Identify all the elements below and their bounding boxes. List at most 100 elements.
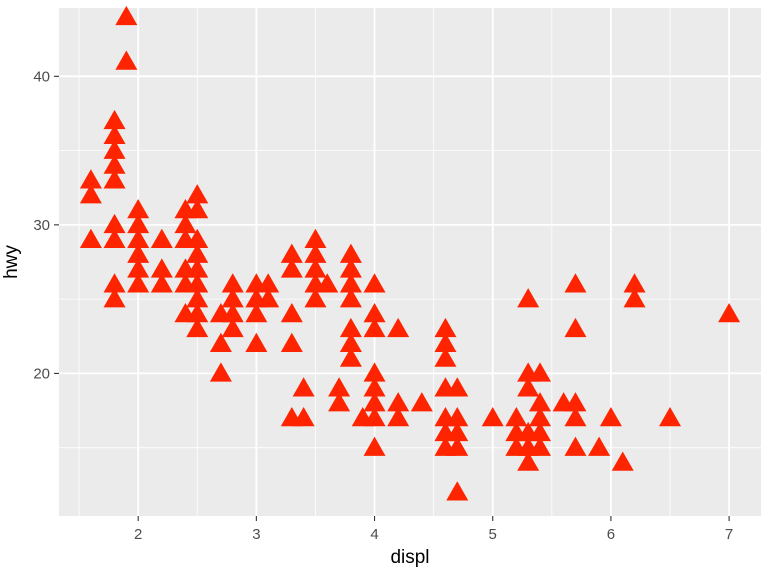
data-point-triangle xyxy=(328,377,351,397)
data-point-triangle xyxy=(304,258,327,278)
data-point-triangle xyxy=(186,228,209,248)
data-point-triangle xyxy=(446,436,469,456)
data-point-triangle xyxy=(304,228,327,248)
data-point-triangle xyxy=(280,302,303,323)
data-point-triangle xyxy=(221,273,244,293)
data-point-triangle xyxy=(150,273,173,293)
data-point-triangle xyxy=(529,406,551,427)
axes: 2 3 4 5 6 7 20 30 40 xyxy=(33,68,733,543)
data-point-triangle xyxy=(186,317,209,338)
data-point-triangle xyxy=(103,213,126,234)
data-point-triangle xyxy=(127,243,150,263)
data-point-triangle xyxy=(517,288,540,308)
data-point-triangle xyxy=(186,273,209,293)
data-point-triangle xyxy=(517,451,540,471)
data-point-triangle xyxy=(209,362,232,382)
data-point-triangle xyxy=(174,213,197,234)
data-point-triangle xyxy=(292,406,315,427)
data-point-triangle xyxy=(446,421,469,442)
data-point-triangle xyxy=(446,406,469,427)
data-point-triangle xyxy=(245,302,268,323)
x-tick-label: 2 xyxy=(134,526,142,543)
data-point-triangle xyxy=(221,302,244,323)
data-point-triangle xyxy=(339,347,362,367)
data-point-triangle xyxy=(410,392,433,412)
data-point-triangle xyxy=(127,213,150,234)
data-point-triangle xyxy=(623,273,646,293)
data-point-triangle xyxy=(103,169,126,189)
data-point-triangle xyxy=(718,302,741,323)
x-tick-label: 4 xyxy=(370,526,378,543)
data-point-triangle xyxy=(517,377,540,397)
data-point-triangle xyxy=(363,362,386,382)
x-axis-title: displ xyxy=(390,547,429,568)
data-point-triangle xyxy=(127,228,150,248)
data-point-triangle xyxy=(186,243,209,263)
data-point-triangle xyxy=(434,332,457,352)
data-point-triangle xyxy=(611,451,634,471)
data-point-triangle xyxy=(434,317,457,338)
data-point-triangle xyxy=(186,184,209,204)
data-point-triangle xyxy=(599,406,622,427)
data-point-triangle xyxy=(387,317,410,338)
data-point-triangle xyxy=(339,332,362,352)
data-point-triangle xyxy=(339,288,362,308)
data-point-triangle xyxy=(505,406,528,427)
y-axis-title: hwy xyxy=(1,245,22,279)
data-points xyxy=(79,5,741,501)
data-point-triangle xyxy=(363,406,386,427)
data-point-triangle xyxy=(103,228,126,248)
data-point-triangle xyxy=(623,288,646,308)
data-point-triangle xyxy=(529,436,551,456)
data-point-triangle xyxy=(115,5,138,26)
data-point-triangle xyxy=(221,317,244,338)
data-point-triangle xyxy=(564,317,587,338)
data-point-triangle xyxy=(103,288,126,308)
data-point-triangle xyxy=(363,436,386,456)
y-tick-label: 40 xyxy=(33,68,50,85)
data-point-triangle xyxy=(103,124,126,144)
data-point-triangle xyxy=(257,288,280,308)
data-point-triangle xyxy=(564,273,587,293)
x-tick-label: 7 xyxy=(725,526,733,543)
data-point-triangle xyxy=(127,258,150,278)
x-tick-label: 6 xyxy=(607,526,615,543)
data-point-triangle xyxy=(186,288,209,308)
data-point-triangle xyxy=(481,406,504,427)
data-point-triangle xyxy=(280,258,303,278)
data-point-triangle xyxy=(150,258,173,278)
data-point-triangle xyxy=(387,406,410,427)
data-point-triangle xyxy=(363,317,386,338)
data-point-triangle xyxy=(280,243,303,263)
data-point-triangle xyxy=(245,332,268,352)
data-point-triangle xyxy=(186,302,209,323)
y-tick-label: 20 xyxy=(33,365,50,382)
data-point-triangle xyxy=(328,392,351,412)
y-tick-label: 30 xyxy=(33,217,50,234)
data-point-triangle xyxy=(446,481,469,501)
data-point-triangle xyxy=(292,377,315,397)
data-point-triangle xyxy=(103,109,126,130)
data-point-triangle xyxy=(79,184,102,204)
data-point-triangle xyxy=(257,273,280,293)
data-point-triangle xyxy=(127,199,150,219)
data-point-triangle xyxy=(127,273,150,293)
x-tick-label: 3 xyxy=(252,526,260,543)
data-point-triangle xyxy=(150,228,173,248)
data-point-triangle xyxy=(363,302,386,323)
data-point-triangle xyxy=(387,392,410,412)
data-point-triangle xyxy=(304,288,327,308)
data-point-triangle xyxy=(103,154,126,174)
data-point-triangle xyxy=(363,392,386,412)
data-point-triangle xyxy=(434,347,457,367)
data-point-triangle xyxy=(186,258,209,278)
data-point-triangle xyxy=(339,273,362,293)
data-point-triangle xyxy=(659,406,681,427)
data-point-triangle xyxy=(79,169,102,189)
data-point-triangle xyxy=(529,362,551,382)
data-point-triangle xyxy=(280,332,303,352)
data-point-triangle xyxy=(115,50,138,70)
data-point-triangle xyxy=(79,228,102,248)
data-point-triangle xyxy=(588,436,611,456)
data-point-triangle xyxy=(363,273,386,293)
